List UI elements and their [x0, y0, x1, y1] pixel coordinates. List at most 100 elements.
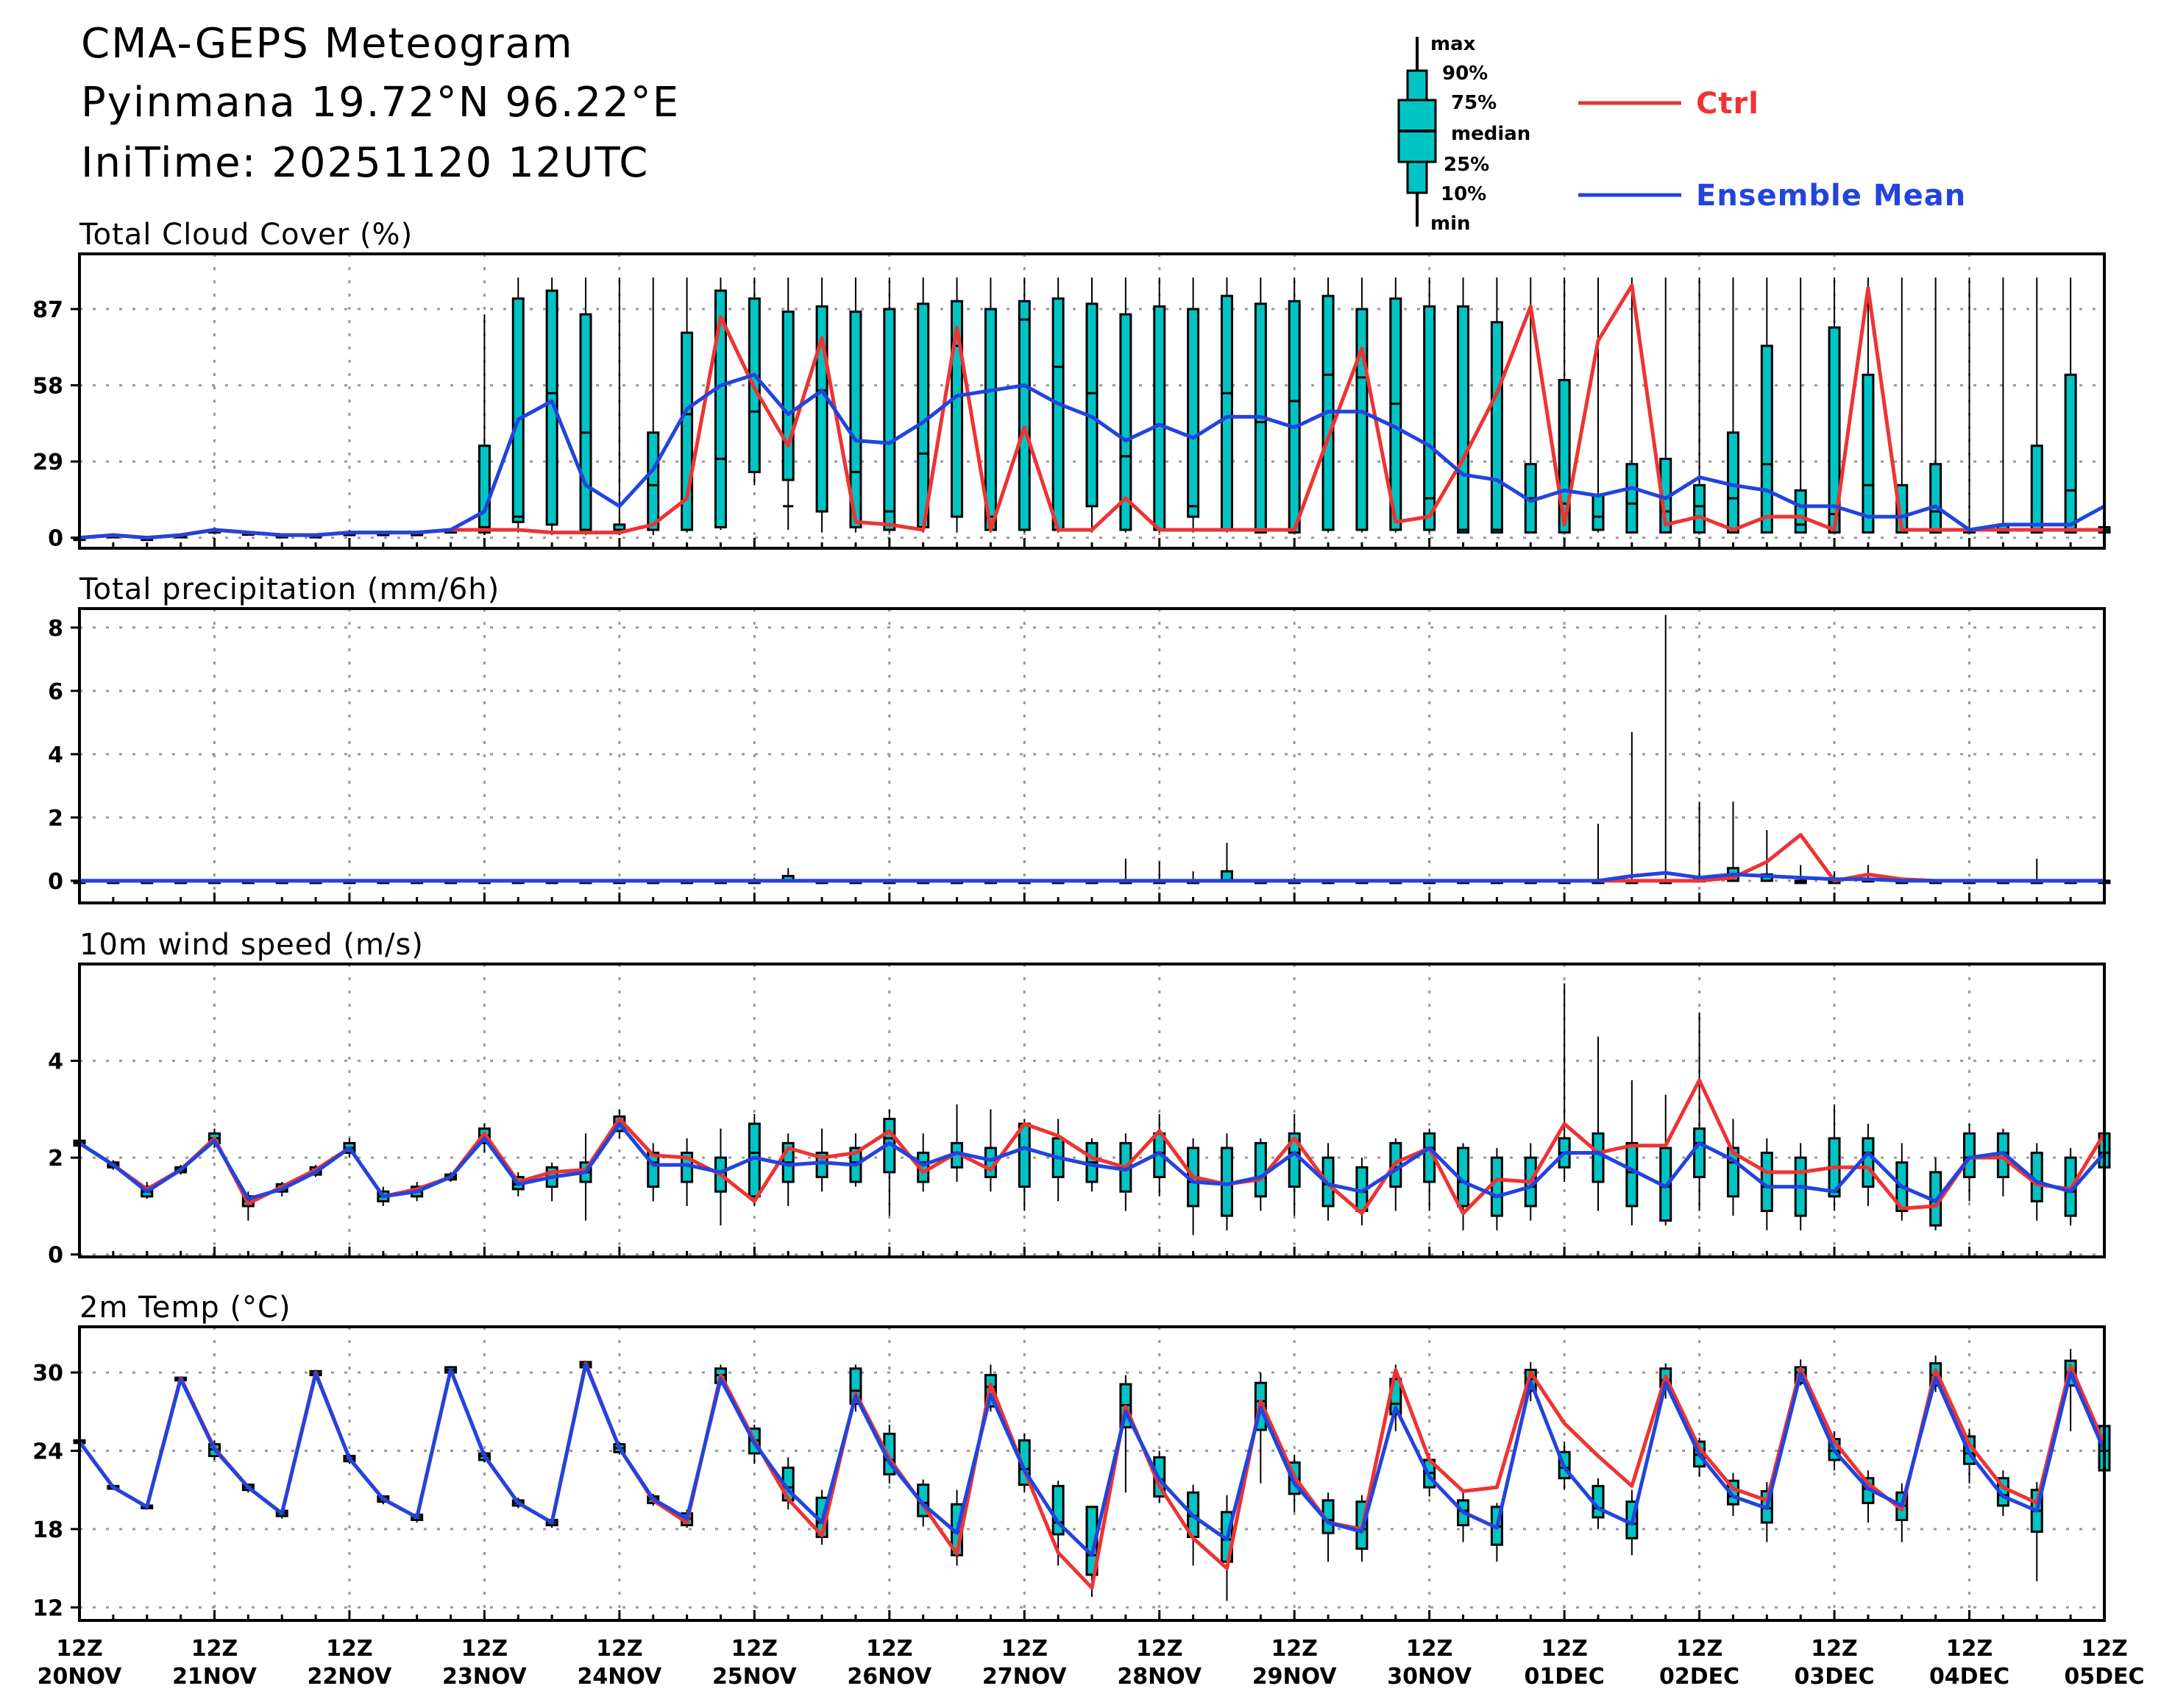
box-plot: [1963, 277, 1976, 534]
box-iqr: [1457, 305, 1470, 534]
y-tick-label: 24: [32, 1439, 63, 1464]
chart-title: CMA-GEPS Meteogram: [81, 20, 574, 68]
y-tick-label: 58: [32, 374, 63, 400]
init-time-subtitle: IniTime: 20251120 12UTC: [81, 139, 649, 187]
box-iqr: [1119, 313, 1132, 531]
box-plot: [1726, 1119, 1739, 1216]
x-label-hour: 12Z: [1541, 1636, 1588, 1662]
x-label-date: 27NOV: [982, 1664, 1068, 1690]
legend-box-diagram: max 90% 75% median 25% 10% min: [1397, 33, 1530, 235]
legend-box-10: [1406, 160, 1428, 194]
box-plot: [1592, 1036, 1605, 1211]
panel-wind-speed: 0 2 4: [48, 963, 2111, 1269]
box-iqr: [1929, 463, 1942, 534]
panel-precipitation: 0 2 4 6 8: [48, 607, 2111, 904]
panel-temperature: 12 18 24 30: [32, 1325, 2111, 1622]
box-plot: [917, 277, 930, 533]
box-plot: [579, 1133, 592, 1221]
box-iqr: [2064, 373, 2077, 534]
box-plot: [1659, 1094, 1672, 1226]
box-plot: [1018, 277, 1031, 533]
box-iqr: [478, 444, 491, 534]
box-iqr: [647, 431, 660, 531]
box-iqr: [1862, 373, 1875, 534]
box-plot: [1693, 801, 1706, 883]
box-plot: [1389, 1138, 1402, 1211]
box-plot: [1625, 1080, 1639, 1226]
box-plot: [1321, 277, 1335, 533]
box-plot: [1423, 277, 1436, 533]
x-label-hour: 12Z: [56, 1636, 103, 1662]
box-iqr: [1760, 344, 1773, 534]
box-plot: [883, 1109, 896, 1216]
x-label-date: 03DEC: [1794, 1664, 1874, 1690]
box-plot: [681, 1138, 694, 1206]
box-plot: [1187, 1138, 1200, 1236]
x-label-date: 23NOV: [442, 1664, 528, 1690]
x-label-date: 29NOV: [1252, 1664, 1338, 1690]
box-iqr: [1018, 300, 1031, 531]
box-plot: [511, 277, 525, 533]
box-plot: [545, 1162, 558, 1202]
box-plot: [1625, 731, 1639, 885]
box-plot: [2030, 277, 2043, 534]
x-label-hour: 12Z: [326, 1636, 373, 1662]
box-plot: [984, 277, 997, 533]
box-plot: [1254, 1138, 1267, 1211]
box-iqr: [2030, 444, 2043, 534]
series-mean-line: [79, 372, 2106, 540]
box-plot: [1153, 277, 1166, 533]
box-plot: [781, 277, 795, 530]
box-plot: [1457, 1143, 1470, 1230]
panel-title-precip: Total precipitation (mm/6h): [79, 573, 500, 606]
box-iqr: [1625, 1141, 1639, 1208]
box-iqr: [1051, 297, 1065, 531]
box-plot: [1457, 1491, 1470, 1542]
box-iqr: [714, 289, 727, 528]
box-plot: [1659, 614, 1672, 885]
panel-frame: [78, 607, 2106, 904]
series-mean-line: [78, 1121, 2106, 1203]
box-plot: [579, 277, 592, 536]
box-plot: [1693, 1012, 1706, 1211]
y-tick-label: 0: [48, 1243, 63, 1269]
x-label-date: 01DEC: [1525, 1664, 1605, 1690]
box-plot: [1355, 277, 1369, 533]
box-iqr: [1963, 1132, 1976, 1178]
box-plot: [781, 868, 795, 882]
y-tick-label: 87: [32, 297, 63, 323]
legend-label-25: 25%: [1444, 154, 1489, 176]
box-iqr: [1423, 305, 1436, 531]
box-iqr: [1153, 305, 1166, 531]
box-iqr: [984, 308, 997, 531]
box-plot: [1220, 277, 1233, 533]
box-plot: [1321, 1492, 1335, 1562]
box-plot: [984, 1109, 997, 1192]
legend-box-90: [1406, 69, 1428, 102]
x-label-hour: 12Z: [1136, 1636, 1183, 1662]
x-label-hour: 12Z: [2081, 1636, 2128, 1662]
legend-ctrl-label: Ctrl: [1696, 87, 1759, 121]
box-plot: [1457, 277, 1470, 534]
box-plot: [849, 277, 862, 533]
box-plot: [1423, 1128, 1436, 1211]
y-tick-label: 8: [48, 616, 63, 642]
box-plot: [1794, 865, 1807, 885]
legend-mean-label: Ensemble Mean: [1696, 179, 1966, 213]
x-label-date: 24NOV: [577, 1664, 662, 1690]
y-tick-label: 29: [32, 450, 63, 475]
box-iqr: [545, 289, 558, 526]
box-iqr: [1085, 302, 1099, 508]
box-plot: [1996, 277, 2009, 534]
box-plot: [1794, 277, 1807, 534]
panel-title-wind: 10m wind speed (m/s): [79, 928, 424, 962]
x-label-date: 30NOV: [1387, 1664, 1472, 1690]
x-label-date: 04DEC: [1929, 1664, 2009, 1690]
box-iqr: [1355, 308, 1369, 531]
box-iqr: [883, 308, 896, 531]
box-plot: [951, 277, 964, 533]
legend-label-75: 75%: [1451, 92, 1497, 114]
box-plot: [781, 1133, 795, 1206]
series-mean-line: [79, 871, 2104, 883]
